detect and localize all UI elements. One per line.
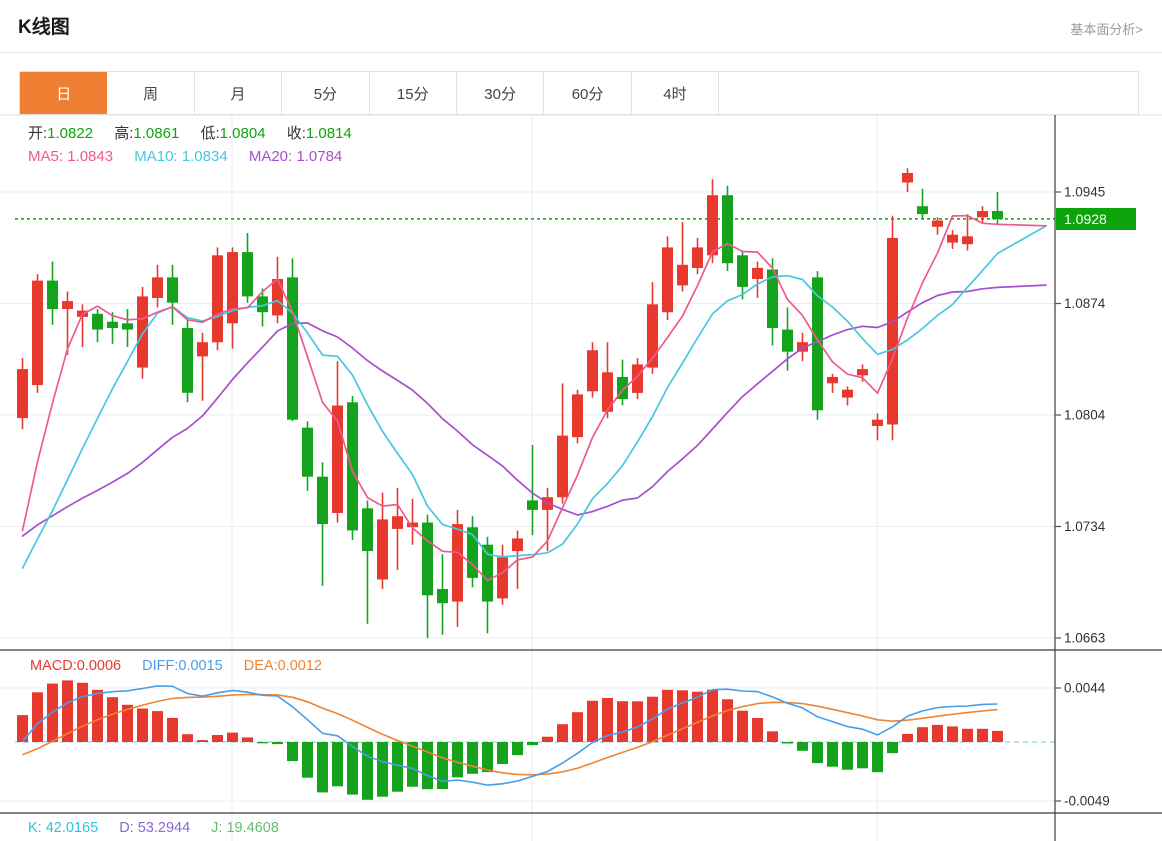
tab-60min[interactable]: 60分 (544, 72, 632, 114)
open-label: 开: (28, 125, 48, 142)
tab-week[interactable]: 周 (107, 72, 195, 114)
kdj-k-label: K: (28, 820, 42, 836)
macd-legend: MACD:0.0006 DIFF:0.0015 DEA:0.0012 (30, 658, 339, 674)
tab-30min[interactable]: 30分 (457, 72, 545, 114)
ohlc-legend: 开:1.0822 高:1.0861 低:1.0804 收:1.0814 (28, 122, 369, 143)
header-divider (0, 52, 1162, 53)
ma20-value: 1.0784 (296, 148, 343, 165)
svg-text:1.0804: 1.0804 (1064, 408, 1106, 423)
kdj-k-value: 42.0165 (45, 820, 99, 836)
ma10-value: 1.0834 (181, 148, 228, 165)
kdj-j-label: J: (211, 820, 223, 836)
tab-4hour[interactable]: 4时 (632, 72, 720, 114)
ma-legend: MA5: 1.0843 MA10: 1.0834 MA20: 1.0784 (28, 148, 359, 165)
ma5-value: 1.0843 (67, 148, 114, 165)
fundamental-analysis-link[interactable]: 基本面分析> (1070, 22, 1143, 37)
tab-5min[interactable]: 5分 (282, 72, 370, 114)
svg-text:1.0874: 1.0874 (1064, 296, 1106, 311)
svg-text:1.0945: 1.0945 (1064, 185, 1105, 200)
high-value: 1.0861 (133, 125, 180, 142)
low-label: 低: (200, 125, 220, 142)
current-price-badge: 1.0928 (1056, 208, 1136, 230)
svg-text:1.0663: 1.0663 (1064, 631, 1105, 646)
ma20-label: MA20: (248, 148, 293, 165)
low-value: 1.0804 (219, 125, 266, 142)
high-label: 高: (114, 125, 134, 142)
tab-15min[interactable]: 15分 (370, 72, 457, 114)
kdj-j-value: 19.4608 (226, 820, 279, 836)
kdj-d-value: 53.2944 (137, 820, 191, 836)
diff-label: DIFF: (142, 658, 179, 674)
open-value: 1.0822 (47, 125, 94, 142)
dea-value: 0.0012 (277, 658, 322, 674)
close-value: 1.0814 (305, 125, 352, 142)
close-label: 收: (286, 125, 306, 142)
tab-month[interactable]: 月 (195, 72, 283, 114)
macd-label: MACD: (30, 658, 77, 674)
diff-value: 0.0015 (178, 658, 223, 674)
svg-text:0.0044: 0.0044 (1064, 681, 1106, 696)
ma5-label: MA5: (28, 148, 64, 165)
svg-text:1.0734: 1.0734 (1064, 519, 1106, 534)
ma10-label: MA10: (134, 148, 178, 165)
macd-value: 0.0006 (76, 658, 122, 674)
page-title: K线图 (18, 17, 70, 38)
kdj-legend: K: 42.0165 D: 53.2944 J: 19.4608 (28, 820, 296, 836)
kdj-d-label: D: (119, 820, 134, 836)
dea-label: DEA: (243, 658, 278, 674)
timeframe-tabbar: 日 周 月 5分 15分 30分 60分 4时 (19, 71, 1139, 115)
tab-day[interactable]: 日 (20, 72, 108, 114)
svg-text:-0.0049: -0.0049 (1064, 794, 1110, 809)
